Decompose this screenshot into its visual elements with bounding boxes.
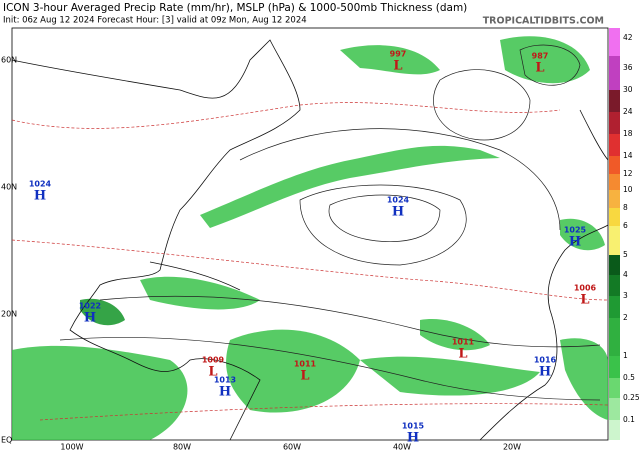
pressure-value: 987 xyxy=(532,52,549,61)
colorbar xyxy=(609,28,620,440)
pressure-value: 1025 xyxy=(564,226,587,235)
lon-label: 20W xyxy=(503,443,521,452)
pressure-center: L xyxy=(393,59,402,74)
colorbar-label: 8 xyxy=(623,203,628,212)
pressure-value: 1006 xyxy=(574,284,597,293)
pressure-value: 1011 xyxy=(452,338,475,347)
pressure-center: L xyxy=(208,365,217,380)
pressure-center: L xyxy=(300,369,309,384)
pressure-value: 1011 xyxy=(294,360,317,369)
colorbar-label: 42 xyxy=(623,33,633,42)
lon-label: 40W xyxy=(393,443,411,452)
colorbar-label: 14 xyxy=(623,151,633,160)
map-title: ICON 3-hour Averaged Precip Rate (mm/hr)… xyxy=(3,2,467,14)
colorbar-label: 6 xyxy=(623,221,628,230)
colorbar-label: 4 xyxy=(623,270,628,279)
pressure-center: H xyxy=(219,385,231,400)
lon-label: 80W xyxy=(173,443,191,452)
pressure-center: L xyxy=(535,61,544,76)
colorbar-label: 12 xyxy=(623,169,633,178)
lat-label: 40N xyxy=(1,183,17,192)
colorbar-label: 0.1 xyxy=(623,415,635,424)
lat-label: EQ xyxy=(1,436,12,445)
colorbar-label: 30 xyxy=(623,85,633,94)
pressure-value: 1016 xyxy=(534,356,557,365)
colorbar-label: 18 xyxy=(623,129,633,138)
pressure-value: 1022 xyxy=(79,302,101,311)
pressure-center: L xyxy=(580,293,589,308)
site-credit: TROPICALTIDBITS.COM xyxy=(483,16,604,27)
colorbar-label: 0.5 xyxy=(623,373,635,382)
pressure-center: L xyxy=(458,347,467,362)
colorbar-label: 2 xyxy=(623,313,628,322)
pressure-value: 1009 xyxy=(202,356,225,365)
pressure-value: 1024 xyxy=(387,196,410,205)
lon-label: 100W xyxy=(60,443,83,452)
pressure-center: H xyxy=(407,431,419,446)
pressure-center: H xyxy=(34,189,46,204)
pressure-value: 997 xyxy=(390,50,407,59)
map-subtitle: Init: 06z Aug 12 2024 Forecast Hour: [3]… xyxy=(3,16,307,26)
lat-label: 20N xyxy=(1,310,17,319)
pressure-center: H xyxy=(392,205,404,220)
pressure-center: H xyxy=(84,311,96,326)
pressure-value: 1013 xyxy=(214,376,236,385)
map-area xyxy=(11,27,609,441)
colorbar-label: 3 xyxy=(623,291,628,300)
colorbar-label: 36 xyxy=(623,63,633,72)
colorbar-label: 5 xyxy=(623,250,628,259)
pressure-value: 1024 xyxy=(29,180,52,189)
colorbar-label: 10 xyxy=(623,185,633,194)
colorbar-label: 0.25 xyxy=(623,393,640,402)
pressure-value: 1015 xyxy=(402,422,425,431)
pressure-center: H xyxy=(569,235,581,250)
colorbar-label: 24 xyxy=(623,107,633,116)
colorbar-label: 1 xyxy=(623,351,628,360)
lon-label: 60W xyxy=(283,443,301,452)
pressure-center: H xyxy=(539,365,551,380)
lat-label: 60N xyxy=(1,56,17,65)
